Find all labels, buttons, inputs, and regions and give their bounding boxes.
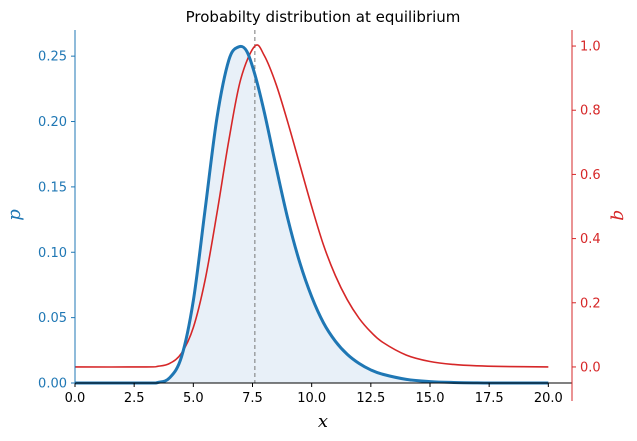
y-right-tick-label-2: 0.4 — [580, 232, 601, 247]
p-fill-area-layer — [75, 46, 549, 384]
y-right-tick-label-1: 0.2 — [580, 296, 601, 311]
p-fill-area — [75, 46, 549, 384]
x-tick-label-1: 2.5 — [124, 391, 145, 406]
x-tick-label-8: 20.0 — [534, 391, 563, 406]
y-axis-label-left: p — [4, 209, 25, 221]
x-tick-label-3: 7.5 — [242, 391, 263, 406]
series-q-line — [74, 44, 549, 368]
chart-title: Probabilty distribution at equilibrium — [186, 8, 461, 26]
x-tick-label-6: 15.0 — [416, 391, 445, 406]
x-tick-label-7: 17.5 — [475, 391, 504, 406]
x-ticks: 0.0 2.5 5.0 7.5 10.0 12.5 15.0 17.5 20.0 — [65, 383, 563, 406]
y-left-tick-label-0: 0.00 — [38, 377, 67, 392]
x-axis-label: x — [318, 411, 328, 432]
y-right-tick-label-3: 0.6 — [580, 168, 601, 183]
y-ticks-left: 0.00 0.05 0.10 0.15 0.20 0.25 — [38, 50, 75, 392]
x-tick-label-5: 12.5 — [356, 391, 385, 406]
y-left-tick-label-5: 0.25 — [38, 50, 67, 65]
series-layer — [74, 44, 549, 385]
x-tick-label-2: 5.0 — [183, 391, 204, 406]
y-ticks-right: 0.0 0.2 0.4 0.6 0.8 1.0 — [572, 40, 601, 375]
y-right-tick-label-0: 0.0 — [580, 360, 601, 375]
x-tick-label-4: 10.0 — [297, 391, 326, 406]
y-left-tick-label-2: 0.10 — [38, 246, 67, 261]
y-right-tick-label-5: 1.0 — [580, 40, 601, 55]
y-left-tick-label-3: 0.15 — [38, 180, 67, 195]
y-axis-label-right: q — [609, 209, 630, 221]
y-left-tick-label-1: 0.05 — [38, 311, 67, 326]
series-p-line — [74, 44, 549, 385]
y-left-tick-label-4: 0.20 — [38, 115, 67, 130]
x-tick-label-0: 0.0 — [65, 391, 86, 406]
y-right-tick-label-4: 0.8 — [580, 104, 601, 119]
